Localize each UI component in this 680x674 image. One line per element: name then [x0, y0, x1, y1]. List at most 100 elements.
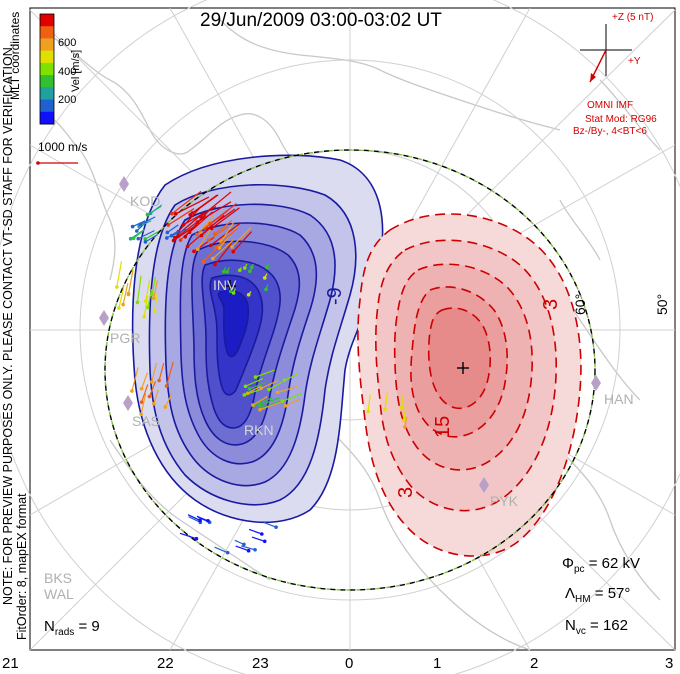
- velocity-vector: [171, 228, 187, 237]
- n-vc-value: = 162: [590, 617, 628, 634]
- station-markers: [99, 176, 601, 493]
- velocity-vector-origin: [135, 229, 139, 233]
- velocity-vector: [153, 280, 158, 299]
- velocity-vector: [137, 230, 155, 240]
- velocity-vector-origin: [402, 418, 406, 423]
- velocity-vector-origin: [231, 249, 236, 254]
- velocity-vector: [214, 220, 233, 235]
- velocity-vector: [248, 528, 263, 535]
- velocity-vector: [211, 207, 240, 229]
- velocity-vector: [215, 228, 238, 248]
- velocity-vector: [255, 369, 275, 378]
- stat-n-vc: Nvc = 162: [565, 617, 628, 637]
- velocity-vector-origin: [165, 236, 169, 240]
- contour-label-15: 15: [432, 415, 454, 438]
- velocity-vector-origin: [138, 222, 143, 227]
- velocity-vector-origin: [247, 387, 252, 391]
- velocity-vector: [259, 401, 281, 411]
- velocity-vector-origin: [248, 269, 252, 274]
- velocity-vector-origin: [148, 211, 153, 216]
- mlt-tick-2: 2: [530, 655, 539, 672]
- nvc-symbol: Nvc: [565, 617, 586, 637]
- velocity-vector-origin: [214, 245, 219, 249]
- velocity-vector: [184, 210, 210, 238]
- velocity-vector: [118, 287, 125, 309]
- velocity-vector: [259, 397, 280, 407]
- velocity-vector: [167, 224, 179, 233]
- velocity-vector-origin: [126, 292, 131, 297]
- velocity-vector-origin: [169, 233, 174, 238]
- stat-lambda-hm: ΛHM = 57°: [565, 585, 630, 605]
- velocity-vector-origin: [143, 299, 148, 303]
- velocity-vector-origin: [243, 384, 248, 389]
- velocity-vector-origin: [262, 276, 267, 280]
- velocity-vector-origin: [258, 403, 262, 408]
- velocity-vector: [277, 385, 298, 394]
- velocity-vector-origin: [265, 265, 269, 270]
- velocity-vector: [150, 204, 163, 214]
- colorbar-segment: [40, 14, 54, 27]
- station-label-pgr: PGR: [110, 330, 141, 346]
- velocity-vector: [367, 394, 371, 412]
- velocity-vector-origin: [198, 518, 202, 523]
- stat-phi-pc: Φpc = 62 kV: [562, 555, 640, 575]
- velocity-vector-origin: [282, 378, 287, 383]
- fit-info: FitOrder: 8, mapEX format: [15, 493, 29, 640]
- mlt-tick-1: 1: [433, 655, 442, 672]
- velocity-vector: [245, 377, 264, 387]
- velocity-vector: [214, 546, 228, 554]
- velocity-vector: [171, 190, 202, 215]
- velocity-vector-origin: [173, 212, 178, 216]
- velocity-vector-origin: [402, 425, 407, 429]
- velocity-vector-origin: [262, 539, 267, 544]
- preview-note: NOTE: FOR PREVIEW PURPOSES ONLY. PLEASE …: [1, 43, 15, 605]
- velocity-vector-origin: [246, 548, 251, 553]
- velocity-vectors: [115, 190, 408, 555]
- velocity-vector-origin: [171, 238, 176, 243]
- mlt-tick-3: 3: [665, 655, 674, 672]
- latitude-label-50: 50°: [654, 293, 670, 315]
- mlt-tick-21: 21: [2, 655, 19, 672]
- velocity-vector-origin: [237, 268, 242, 273]
- station-marker-sas: [123, 395, 133, 411]
- velocity-vector-origin: [399, 405, 404, 410]
- velocity-vector-origin: [242, 542, 246, 547]
- velocity-vector-origin: [246, 292, 251, 297]
- station-label-sas: SAS: [132, 413, 161, 429]
- map-title: 29/Jun/2009 03:00-03:02 UT: [200, 10, 442, 31]
- velocity-vector: [136, 275, 142, 303]
- velocity-vector: [284, 373, 299, 381]
- colorbar-tick-600: 600: [58, 37, 77, 49]
- station-label-wal: WAL: [44, 586, 74, 602]
- velocity-vector-origin: [117, 306, 121, 310]
- velocity-vector: [196, 515, 209, 522]
- velocity-vector-origin: [264, 287, 268, 292]
- velocity-vector: [247, 385, 262, 394]
- velocity-vector-origin: [128, 236, 133, 241]
- velocity-vector-origin: [231, 291, 236, 295]
- velocity-vector-origin: [143, 240, 148, 244]
- velocity-vector: [143, 295, 149, 317]
- velocity-vector-origin: [225, 270, 229, 274]
- velocity-vector-origin: [166, 223, 171, 227]
- velocity-vector-origin: [194, 536, 199, 541]
- station-label-kod: KOD: [130, 193, 161, 209]
- velocity-vector-origin: [115, 285, 119, 289]
- velocity-vector-origin: [165, 230, 170, 235]
- velocity-vector-origin: [258, 407, 262, 412]
- station-label-inv: INV: [213, 277, 237, 293]
- velocity-vector: [131, 367, 139, 392]
- velocity-vector: [127, 270, 134, 295]
- velocity-vector-origin: [201, 260, 205, 264]
- velocity-colorbar: [39, 13, 55, 125]
- scale-vector-dot: [36, 161, 40, 165]
- n-rads-value: = 9: [78, 618, 100, 635]
- velocity-vector: [144, 231, 159, 240]
- velocity-vector: [165, 361, 174, 387]
- velocity-vector-origin: [139, 412, 143, 416]
- velocity-vector: [214, 242, 233, 266]
- velocity-vector: [173, 224, 198, 242]
- velocity-vector-origin: [181, 222, 186, 227]
- velocity-vector-origin: [225, 550, 230, 555]
